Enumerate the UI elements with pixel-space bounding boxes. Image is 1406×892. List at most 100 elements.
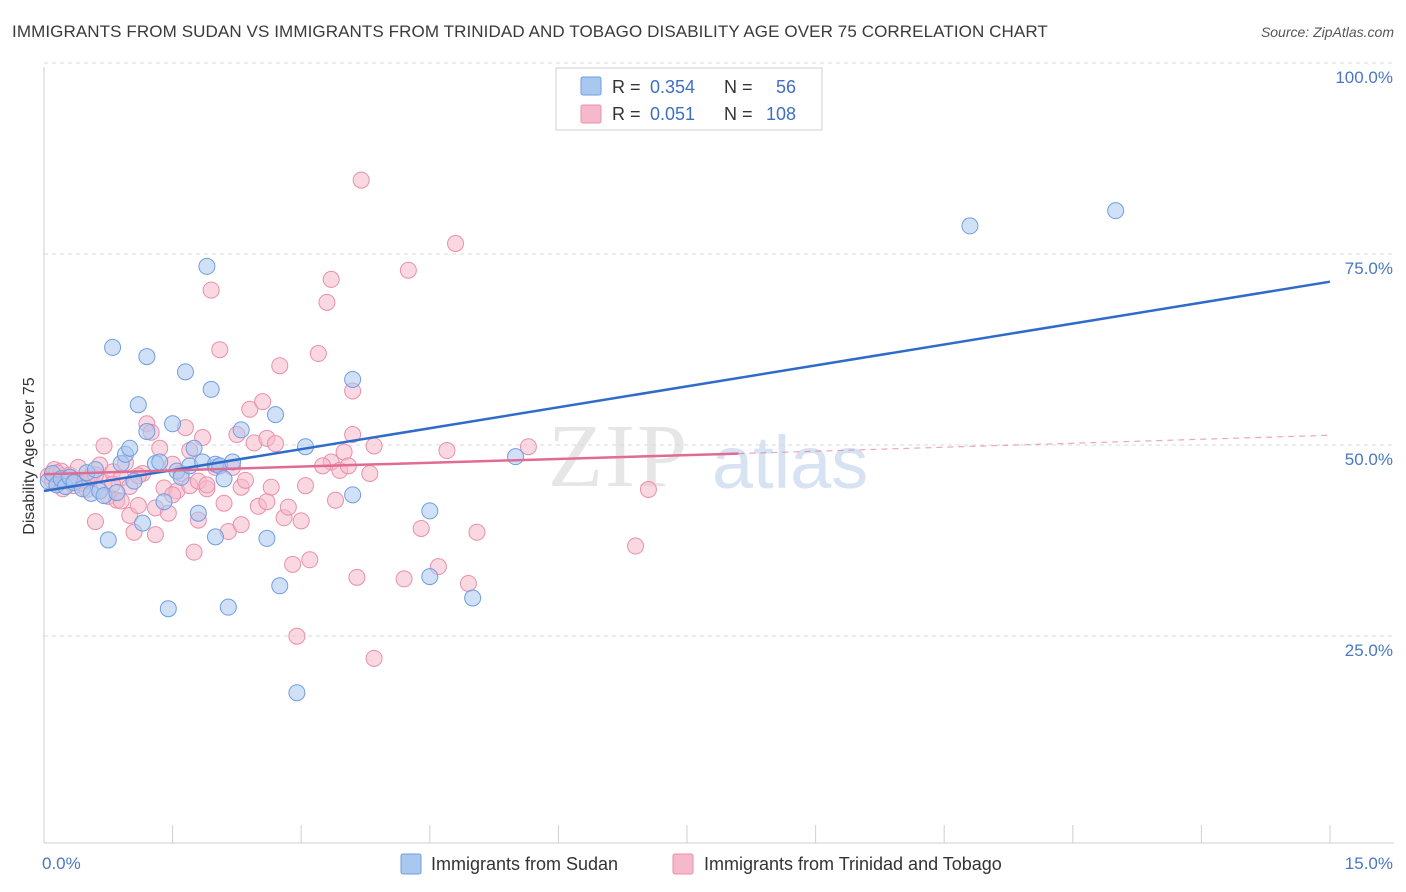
sudan-point (507, 448, 525, 466)
sudan-trend-line (43, 280, 1331, 493)
trinidad-point (241, 400, 259, 418)
trinidad-point (639, 481, 657, 499)
bottom-legend-swatch-sudan (400, 853, 422, 875)
y-tick-label: 75.0% (1345, 259, 1393, 278)
trinidad-point (202, 281, 220, 299)
bottom-legend-swatch-trinidad (672, 853, 694, 875)
y-tick-label: 50.0% (1345, 450, 1393, 469)
trinidad-point (395, 570, 413, 588)
sudan-point (464, 589, 482, 607)
sudan-point (266, 406, 284, 424)
sudan-point (159, 600, 177, 618)
legend-n-label-trinidad: N = (724, 104, 753, 124)
trinidad-point (198, 476, 216, 494)
sudan-point (138, 348, 156, 366)
sudan-point (215, 470, 233, 488)
sudan-point (206, 528, 224, 546)
trinidad-point (185, 543, 203, 561)
trinidad-point (352, 171, 370, 189)
trinidad-point (232, 516, 250, 534)
sudan-point (189, 504, 207, 522)
trinidad-point (365, 437, 383, 455)
y-tick-label: 25.0% (1345, 641, 1393, 660)
trinidad-point (279, 498, 297, 516)
trinidad-point (365, 649, 383, 667)
trinidad-point (326, 491, 344, 509)
sudan-point (104, 338, 122, 356)
trinidad-point (459, 574, 477, 592)
sudan-point (138, 422, 156, 440)
sudan-point (185, 439, 203, 457)
trinidad-point (301, 551, 319, 569)
trinidad-point (412, 519, 430, 537)
sudan-point (99, 531, 117, 549)
sudan-point (344, 370, 362, 388)
chart-title: IMMIGRANTS FROM SUDAN VS IMMIGRANTS FROM… (12, 22, 1048, 41)
sudan-point (344, 486, 362, 504)
trinidad-trend-line (43, 452, 739, 476)
trinidad-point (258, 493, 276, 511)
sudan-point (198, 257, 216, 275)
trinidad-point (322, 270, 340, 288)
trinidad-point (309, 345, 327, 363)
sudan-point (164, 415, 182, 433)
y-axis-tick-labels: 100.0% 75.0% 50.0% 25.0% (1335, 68, 1393, 660)
legend-r-value-trinidad: 0.051 (650, 104, 695, 124)
legend-swatch-sudan (580, 76, 602, 96)
trinidad-point (288, 627, 306, 645)
y-axis-title: Disability Age Over 75 (21, 377, 38, 535)
legend-n-label-sudan: N = (724, 77, 753, 97)
trinidad-point (146, 526, 164, 544)
trinidad-point (284, 555, 302, 573)
x-tick-label-min: 0.0% (42, 854, 81, 873)
legend-r-label-trinidad: R = (612, 104, 641, 124)
sudan-point (155, 493, 173, 511)
trend-lines (43, 280, 1331, 493)
trinidad-point (262, 478, 280, 496)
trinidad-point (318, 293, 336, 311)
bottom-legend: Immigrants from Sudan Immigrants from Tr… (400, 853, 1002, 875)
legend-r-value-sudan: 0.354 (650, 77, 695, 97)
trinidad-point (266, 435, 284, 453)
trinidad-point (627, 537, 645, 555)
sudan-point (288, 684, 306, 702)
trinidad-point (399, 261, 417, 279)
trinidad-point (468, 523, 486, 541)
sudan-point (129, 396, 147, 414)
sudan-point (258, 529, 276, 547)
watermark-atlas: atlas (712, 421, 868, 504)
sudan-point (121, 439, 139, 457)
sudan-point (232, 421, 250, 439)
sudan-point (1107, 202, 1125, 220)
trinidad-point (348, 568, 366, 586)
bottom-legend-label-trinidad: Immigrants from Trinidad and Tobago (704, 854, 1002, 874)
sudan-point (421, 502, 439, 520)
trinidad-point (447, 234, 465, 252)
sudan-point (151, 453, 169, 471)
legend-r-label-sudan: R = (612, 77, 641, 97)
bottom-legend-label-sudan: Immigrants from Sudan (431, 854, 618, 874)
sudan-point (176, 363, 194, 381)
legend-n-value-sudan: 56 (776, 77, 796, 97)
trinidad-point (519, 438, 537, 456)
legend-swatch-trinidad (580, 104, 602, 124)
axes (43, 67, 1394, 844)
trinidad-point (86, 513, 104, 531)
trinidad-point (292, 512, 310, 530)
y-tick-label: 100.0% (1335, 68, 1393, 87)
sudan-point (219, 598, 237, 616)
x-tick-label-max: 15.0% (1345, 854, 1393, 873)
trinidad-point (254, 393, 272, 411)
trinidad-point (236, 471, 254, 489)
trinidad-point (211, 341, 229, 359)
sudan-point (134, 514, 152, 532)
x-axis-tick-labels: 0.0% 15.0% (42, 854, 1393, 873)
trinidad-point (271, 357, 289, 375)
trinidad-point (215, 494, 233, 512)
trinidad-point (129, 497, 147, 515)
gridlines (44, 62, 1394, 637)
x-axis-ticks (43, 825, 1331, 843)
legend-n-value-trinidad: 108 (766, 104, 796, 124)
source-label: Source: ZipAtlas.com (1260, 24, 1394, 40)
